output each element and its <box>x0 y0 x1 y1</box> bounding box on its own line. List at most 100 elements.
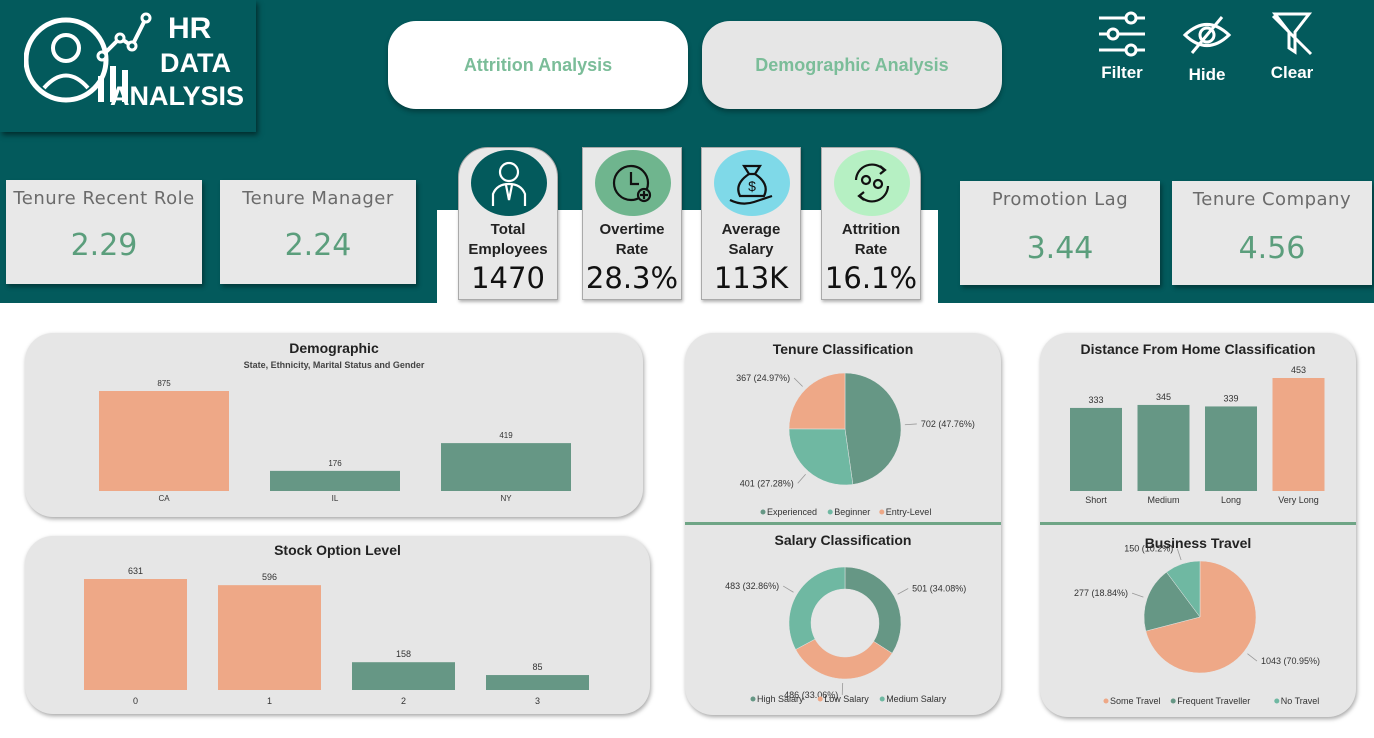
metric-label: Salary <box>728 241 774 258</box>
logo-icon <box>24 12 152 103</box>
kpi-value: 2.24 <box>284 228 352 263</box>
leader-line <box>1247 653 1258 662</box>
kpi-card-tenure-company: Tenure Company 4.56 <box>1172 181 1372 285</box>
salary-donut-chart: 501 (34.08%) 486 (33.06%) 483 (32.86%) High… <box>725 566 966 704</box>
chart-title: Salary Classification <box>774 532 912 548</box>
category-label: 2 <box>401 696 406 706</box>
pie-slice <box>1143 571 1201 632</box>
kpi-title: Tenure Company <box>1192 189 1352 210</box>
data-label: 501 (34.08%) <box>912 583 966 593</box>
legend-marker <box>750 696 756 702</box>
leader-line <box>897 588 909 595</box>
metric-overtime-rate: Overtime Rate 28.3% <box>582 147 682 300</box>
tenure-pie-chart: 702 (47.76%) 401 (27.28%) 367 (24.97%) Expe… <box>736 372 975 517</box>
metric-label: Rate <box>615 241 649 258</box>
chart-subtitle: State, Ethnicity, Marital Status and Gen… <box>243 360 425 370</box>
bar <box>1272 378 1325 491</box>
legend-marker <box>879 696 885 702</box>
employee-icon <box>491 161 527 206</box>
pie-slice <box>788 372 846 430</box>
clear-label: Clear <box>1270 63 1314 82</box>
bar <box>1070 407 1122 491</box>
attrition-analysis-label: Attrition Analysis <box>463 54 613 75</box>
legend-marker <box>879 509 885 515</box>
demographic-analysis-label: Demographic Analysis <box>755 54 949 75</box>
filter-button[interactable]: Filter <box>1087 10 1157 83</box>
attrition-analysis-button[interactable]: Attrition Analysis <box>388 21 688 109</box>
metric-total-employees: Total Employees 1470 <box>458 147 558 300</box>
clear-button[interactable]: Clear <box>1257 10 1327 83</box>
legend-marker <box>1274 698 1280 704</box>
demographic-bar-chart: 875 CA 176 IL 419 NY <box>99 379 571 503</box>
category-label: Long <box>1221 495 1241 505</box>
data-label: 333 <box>1088 395 1103 405</box>
bar <box>270 470 400 491</box>
bar <box>1205 406 1257 491</box>
metric-icon-bg: $ <box>714 150 790 216</box>
category-label: 1 <box>267 696 272 706</box>
leader-line <box>793 377 803 387</box>
bar <box>486 675 589 690</box>
leader-line <box>797 474 806 484</box>
divider <box>685 522 1001 525</box>
legend-label: Some Travel <box>1110 696 1161 706</box>
divider <box>1040 522 1356 525</box>
attrition-icon <box>854 163 890 203</box>
kpi-title: Promotion Lag <box>991 189 1129 210</box>
metric-label: Average <box>721 221 781 238</box>
metric-attrition-rate: Attrition Rate 16.1% <box>821 147 921 300</box>
kpi-card-tenure-manager: Tenure Manager 2.24 <box>220 180 416 284</box>
metric-icon-bg <box>834 150 910 216</box>
data-label: 401 (27.28%) <box>740 478 794 488</box>
category-label: IL <box>332 494 339 503</box>
chart-title: Distance From Home Classification <box>1080 341 1316 357</box>
category-label: Very Long <box>1278 495 1319 505</box>
metric-label: Employees <box>468 241 548 258</box>
leader-line <box>782 585 794 593</box>
data-label: 631 <box>128 566 143 576</box>
bar <box>99 391 229 491</box>
hide-button[interactable]: Hide <box>1172 12 1242 85</box>
data-label: 596 <box>262 572 277 582</box>
legend-label: High Salary <box>757 694 804 704</box>
distance-bar-chart: 333 Short 345 Medium 339 Long 453 Very Long <box>1070 365 1325 505</box>
legend-label: Entry-Level <box>886 507 932 517</box>
category-label: NY <box>500 494 512 503</box>
stock-option-chart-panel: Stock Option Level 631 0 596 1 158 2 85 3 <box>25 536 650 714</box>
clear-filter-icon <box>1271 12 1313 56</box>
category-label: Short <box>1085 495 1107 505</box>
legend-label: Medium Salary <box>886 694 947 704</box>
chart-title: Tenure Classification <box>772 341 914 357</box>
business-travel-pie-chart: 1043 (70.95%) 277 (18.84%) 150 (10.2%) Some… <box>1074 544 1320 706</box>
pie-slice <box>1166 560 1201 618</box>
filter-label: Filter <box>1101 63 1143 82</box>
legend-marker <box>817 696 823 702</box>
hide-label: Hide <box>1188 65 1226 84</box>
demographic-analysis-button[interactable]: Demographic Analysis <box>702 21 1002 109</box>
bar <box>84 579 187 690</box>
metric-average-salary: $ Average Salary 113K <box>701 147 801 300</box>
pie-slice <box>844 372 902 485</box>
distance-travel-panel: Distance From Home Classification Busine… <box>1040 333 1356 717</box>
pie-slice <box>1145 560 1257 674</box>
legend-marker <box>1103 698 1109 704</box>
kpi-title: Tenure Manager <box>242 188 394 209</box>
metric-icon-bg <box>471 150 547 216</box>
logo-text-data: DATA <box>160 48 231 78</box>
filter-icon <box>1099 11 1145 57</box>
chart-title: Stock Option Level <box>274 542 401 558</box>
category-label: CA <box>158 494 170 503</box>
data-label: 339 <box>1223 393 1238 403</box>
metric-label: Attrition <box>841 221 901 238</box>
legend-marker <box>1170 698 1176 704</box>
legend-label: No Travel <box>1281 696 1320 706</box>
pie-slice <box>788 566 846 650</box>
logo: HR DATA ANALYSIS <box>0 0 256 132</box>
legend-label: Experienced <box>767 507 817 517</box>
data-label: 367 (24.97%) <box>736 373 790 383</box>
kpi-value: 2.29 <box>70 228 138 263</box>
data-label: 419 <box>499 431 513 440</box>
data-label: 176 <box>328 459 342 468</box>
demographic-chart-panel: Demographic State, Ethnicity, Marital St… <box>25 333 643 517</box>
legend-label: Low Salary <box>824 694 869 704</box>
